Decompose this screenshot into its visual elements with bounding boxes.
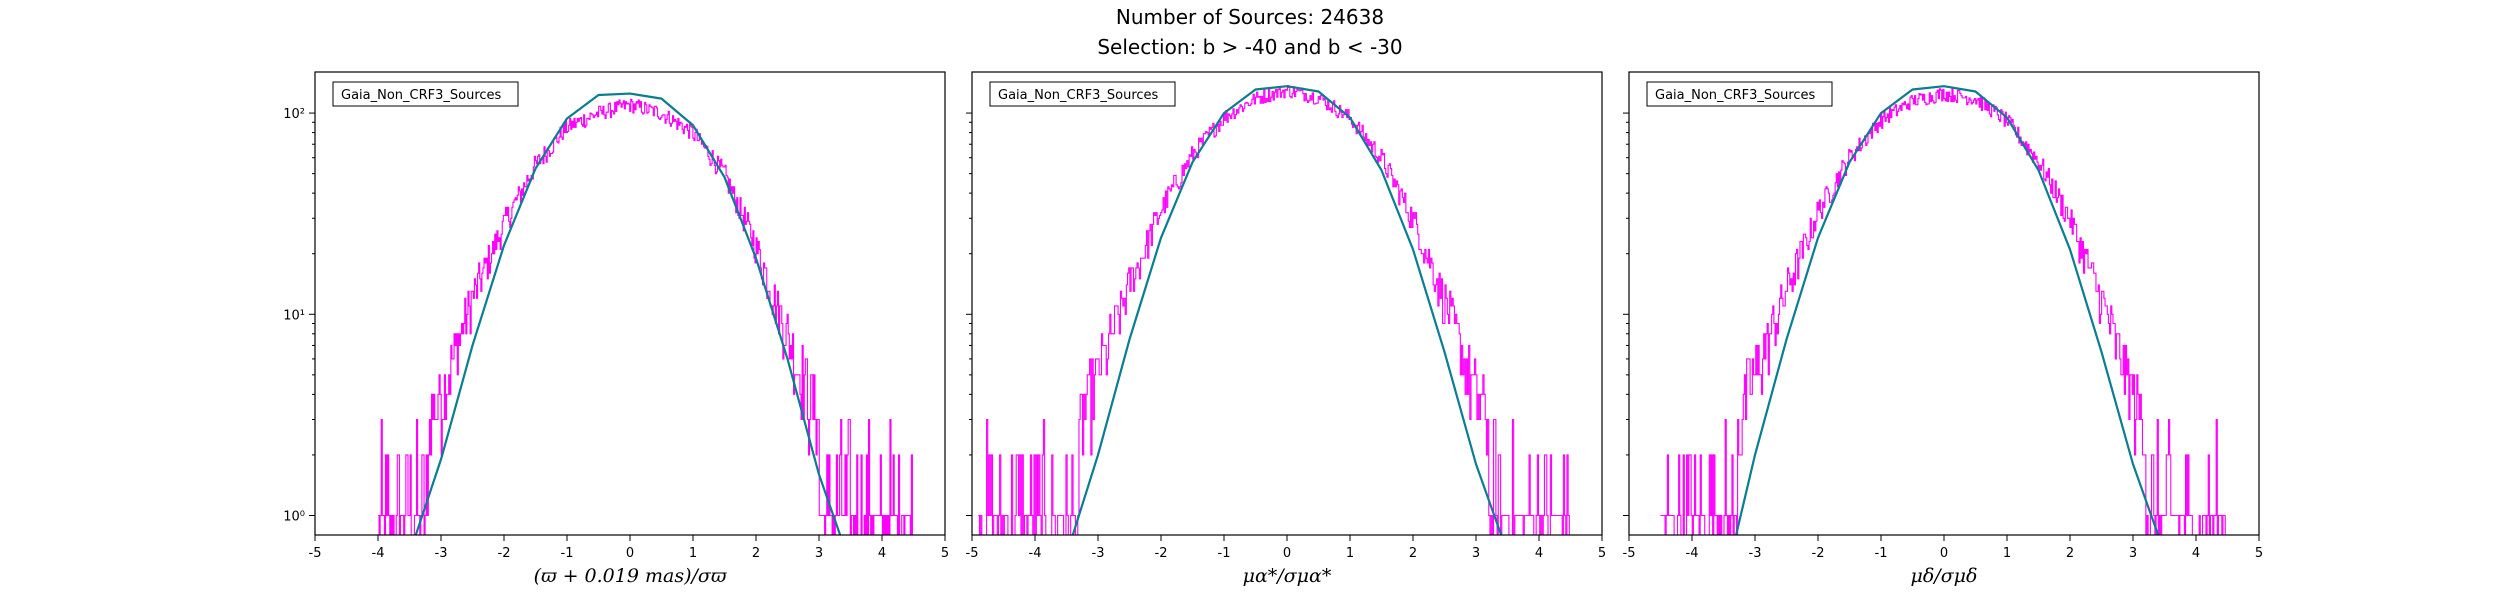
x-tick-label: 5	[2255, 546, 2263, 561]
x-tick-label: 0	[626, 546, 634, 561]
panel-3: -5 -4 -3 -2 -1 0 1 2 3 4 5 μδ/σμδ Gaia_Non_CRF3_Sour…	[1623, 71, 2263, 587]
fit-curve-overlay	[415, 93, 841, 535]
x-tick-label: -2	[1155, 546, 1168, 561]
x-tick-label: -3	[1092, 546, 1105, 561]
x-tick-label: 1	[1346, 546, 1354, 561]
x-axis-label: (ϖ + 0.019 mas)/σϖ	[534, 565, 727, 587]
fit-curve-overlay	[1735, 85, 2159, 535]
x-tick-label: 2	[2066, 546, 2074, 561]
figure-title-line1: Number of Sources: 24638	[1116, 5, 1384, 29]
x-tick-label: 3	[1472, 546, 1480, 561]
x-tick-label: 4	[1535, 546, 1543, 561]
x-tick-label: 2	[1409, 546, 1417, 561]
legend-box	[989, 81, 1176, 107]
x-axis-label: μα*/σμα*	[1243, 565, 1332, 587]
x-tick-label: 3	[2129, 546, 2137, 561]
x-tick-label: 0	[1940, 546, 1948, 561]
x-tick-label: -4	[1029, 546, 1042, 561]
legend-box	[1646, 81, 1833, 107]
legend-label: Gaia_Non_CRF3_Sources	[341, 88, 502, 103]
x-tick-label: 5	[941, 546, 949, 561]
y-tick-label: 10²	[283, 107, 305, 122]
x-tick-label: -2	[498, 546, 511, 561]
fit-curve-overlay	[1072, 85, 1502, 535]
x-tick-label: -4	[372, 546, 385, 561]
panels: -5 -4 -3 -2 -1 0 1 2 3 4 5 10⁰ 10¹ 10² (ϖ + 0.019 mas)…	[283, 71, 2263, 587]
x-tick-label: -2	[1812, 546, 1825, 561]
x-tick-label: 4	[878, 546, 886, 561]
x-tick-label: -5	[966, 546, 979, 561]
x-axis-label: μδ/σμδ	[1911, 565, 1978, 587]
figure-title-line2: Selection: b > -40 and b < -30	[1097, 35, 1402, 59]
x-tick-label: 2	[752, 546, 760, 561]
x-tick-label: -3	[435, 546, 448, 561]
legend: Gaia_Non_CRF3_Sources	[1646, 81, 1833, 107]
x-tick-label: 5	[1598, 546, 1606, 561]
x-tick-label: 4	[2192, 546, 2200, 561]
histogram-series	[1660, 88, 2226, 535]
x-tick-label: -5	[309, 546, 322, 561]
x-tick-label: -1	[1218, 546, 1231, 561]
x-tick-label: 1	[689, 546, 697, 561]
x-tick-label: 0	[1283, 546, 1291, 561]
panel-2: -5 -4 -3 -2 -1 0 1 2 3 4 5 μα*/σμα* Gaia_Non_CRF3_So…	[966, 71, 1606, 587]
x-tick-label: -1	[1875, 546, 1888, 561]
x-tick-label: 3	[815, 546, 823, 561]
x-tick-label: 1	[2003, 546, 2011, 561]
panel-1: -5 -4 -3 -2 -1 0 1 2 3 4 5 10⁰ 10¹ 10² (ϖ + 0.019 mas)…	[283, 71, 949, 587]
histogram-series	[378, 98, 913, 535]
legend-label: Gaia_Non_CRF3_Sources	[998, 88, 1159, 103]
legend: Gaia_Non_CRF3_Sources	[332, 81, 519, 107]
x-tick-label: -4	[1686, 546, 1699, 561]
legend-box	[332, 81, 519, 107]
x-tick-label: -3	[1749, 546, 1762, 561]
y-tick-label: 10¹	[283, 308, 305, 323]
y-tick-label: 10⁰	[283, 510, 305, 525]
x-tick-label: -1	[561, 546, 574, 561]
legend: Gaia_Non_CRF3_Sources	[989, 81, 1176, 107]
legend-label: Gaia_Non_CRF3_Sources	[1655, 88, 1816, 103]
x-tick-label: -5	[1623, 546, 1636, 561]
histogram-series	[978, 85, 1570, 535]
